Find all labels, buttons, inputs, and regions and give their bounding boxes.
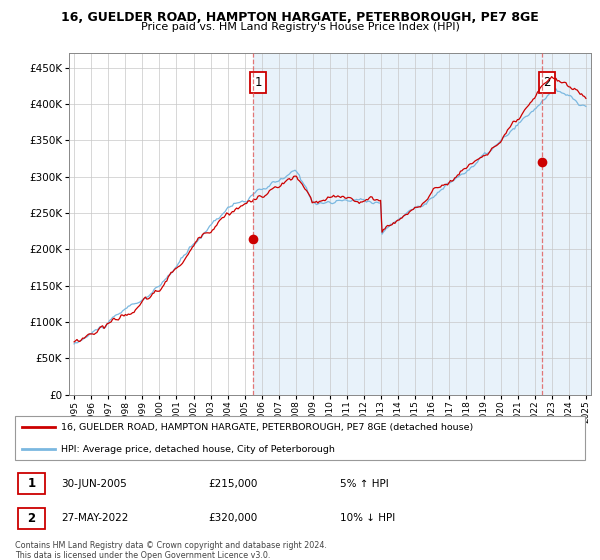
Text: 16, GUELDER ROAD, HAMPTON HARGATE, PETERBOROUGH, PE7 8GE: 16, GUELDER ROAD, HAMPTON HARGATE, PETER… [61, 11, 539, 24]
Text: 1: 1 [254, 76, 262, 89]
Text: 30-JUN-2005: 30-JUN-2005 [61, 479, 127, 489]
Text: 1: 1 [28, 477, 35, 490]
Bar [253, 53, 591, 395]
Text: 2: 2 [28, 511, 35, 525]
Text: Contains HM Land Registry data © Crown copyright and database right 2024.
This d: Contains HM Land Registry data © Crown c… [15, 541, 327, 560]
Text: 2: 2 [543, 76, 551, 89]
Text: £215,000: £215,000 [208, 479, 257, 489]
Text: 16, GUELDER ROAD, HAMPTON HARGATE, PETERBOROUGH, PE7 8GE (detached house): 16, GUELDER ROAD, HAMPTON HARGATE, PETER… [61, 423, 473, 432]
Text: HPI: Average price, detached house, City of Peterborough: HPI: Average price, detached house, City… [61, 445, 335, 454]
FancyBboxPatch shape [15, 416, 585, 460]
Text: 27-MAY-2022: 27-MAY-2022 [61, 513, 128, 523]
FancyBboxPatch shape [18, 507, 46, 529]
Text: 5% ↑ HPI: 5% ↑ HPI [340, 479, 389, 489]
Text: Price paid vs. HM Land Registry's House Price Index (HPI): Price paid vs. HM Land Registry's House … [140, 22, 460, 32]
Text: £320,000: £320,000 [208, 513, 257, 523]
FancyBboxPatch shape [18, 473, 46, 494]
Text: 10% ↓ HPI: 10% ↓ HPI [340, 513, 395, 523]
